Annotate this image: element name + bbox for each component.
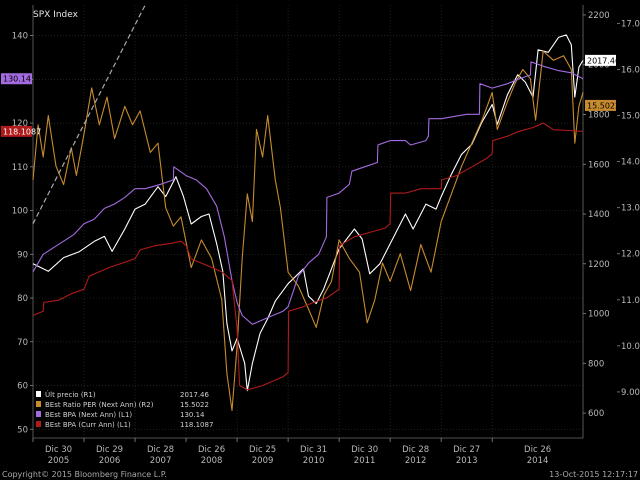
last-value-tag <box>585 99 616 111</box>
r2-tick-label: 14.00 <box>621 158 640 168</box>
left-tick-label: 140 <box>12 32 28 42</box>
x-tick-label: Dic 26 <box>198 445 225 455</box>
x-tick-label: Dic 28 <box>402 445 429 455</box>
r2-tick-label: 15.00 <box>621 112 640 122</box>
x-year-label: 2012 <box>405 456 427 466</box>
legend-value: 130.14 <box>180 411 205 419</box>
axes <box>32 5 584 439</box>
legend-value: 118.1087 <box>180 421 213 429</box>
r1-tick-label: 2200 <box>588 11 610 21</box>
series-line-bpa_curr <box>32 122 584 391</box>
last-value-tag <box>1 125 32 137</box>
x-tick-label: Dic 30 <box>45 445 72 455</box>
series-line-spx <box>32 34 584 392</box>
last-value-tag <box>1 73 32 85</box>
x-tick-label: Dic 25 <box>249 445 276 455</box>
r1-tick-label: 800 <box>588 359 604 369</box>
x-tick-label: Dic 28 <box>147 445 174 455</box>
last-value-tags: 130.14 118.1087 2017.46 15.5022 <box>1 54 620 137</box>
x-year-label: 2006 <box>99 456 121 466</box>
legend-swatch <box>36 411 41 417</box>
x-year-label: 2013 <box>456 456 478 466</box>
legend-swatch <box>36 421 41 427</box>
left-tick-label: 50 <box>17 425 28 435</box>
copyright-text: Copyright© 2015 Bloomberg Finance L.P. <box>2 470 167 479</box>
x-year-label: 2009 <box>252 456 274 466</box>
last-value-tag <box>585 54 616 66</box>
legend-swatch <box>36 391 41 397</box>
x-year-label: 2014 <box>527 456 549 466</box>
x-tick-label: Dic 27 <box>453 445 480 455</box>
last-value-tag-text: 130.14 <box>3 75 31 84</box>
last-value-tag-text: 118.1087 <box>3 127 41 136</box>
last-value-tag-text: 15.5022 <box>587 101 620 110</box>
left-tick-label: 90 <box>17 250 28 260</box>
x-year-label: 2005 <box>48 456 70 466</box>
legend-value: 15.5022 <box>180 401 209 409</box>
left-tick-label: 100 <box>12 207 28 217</box>
series-line-per <box>32 50 584 411</box>
r1-tick-label: 1200 <box>588 260 610 270</box>
x-year-label: 2010 <box>303 456 325 466</box>
r2-tick-label: 10.00 <box>621 342 640 352</box>
r2-tick-label: 17.00 <box>621 19 640 29</box>
r1-tick-label: 1400 <box>588 210 610 220</box>
legend-value: 2017.46 <box>180 391 209 399</box>
legend: Últ precio (R1) 2017.46 BEst Ratio PER (Ne… <box>36 390 213 429</box>
r1-tick-label: 1000 <box>588 310 610 320</box>
r2-tick-label: 9.00 <box>621 388 640 398</box>
legend-label: BEst BPA (Curr Ann) (L1) <box>45 421 131 429</box>
r2-tick-label: 13.00 <box>621 204 640 214</box>
r2-tick-label: 16.00 <box>621 65 640 75</box>
left-tick-label: 60 <box>17 382 28 392</box>
legend-label: Últ precio (R1) <box>45 390 96 399</box>
legend-label: BEst Ratio PER (Next Ann) (R2) <box>45 401 154 409</box>
last-value-tag-text: 2017.46 <box>587 56 620 65</box>
r2-tick-label: 11.00 <box>621 296 640 306</box>
x-year-label: 2011 <box>354 456 376 466</box>
r1-tick-label: 600 <box>588 409 604 419</box>
x-year-label: 2008 <box>201 456 223 466</box>
x-year-label: 2007 <box>150 456 172 466</box>
x-tick-label: Dic 29 <box>96 445 123 455</box>
left-tick-label: 120 <box>12 119 28 129</box>
legend-swatch <box>36 401 41 407</box>
r1-tick-label: 1600 <box>588 160 610 170</box>
chart-title: SPX Index <box>33 10 79 20</box>
x-tick-label: Dic 26 <box>524 445 551 455</box>
left-tick-label: 80 <box>17 294 28 304</box>
x-tick-label: Dic 31 <box>300 445 327 455</box>
series-lines <box>32 4 584 411</box>
legend-label: BEst BPA (Next Ann) (L1) <box>45 411 132 419</box>
left-tick-label: 70 <box>17 338 28 348</box>
r2-tick-label: 12.00 <box>621 250 640 260</box>
left-tick-label: 110 <box>12 163 28 173</box>
x-tick-label: Dic 30 <box>351 445 378 455</box>
r1-tick-label: 1800 <box>588 110 610 120</box>
series-line-bpa_next <box>32 61 584 325</box>
timestamp-text: 13-Oct-2015 12:17:17 <box>549 470 638 479</box>
series-line-trend <box>32 4 146 224</box>
